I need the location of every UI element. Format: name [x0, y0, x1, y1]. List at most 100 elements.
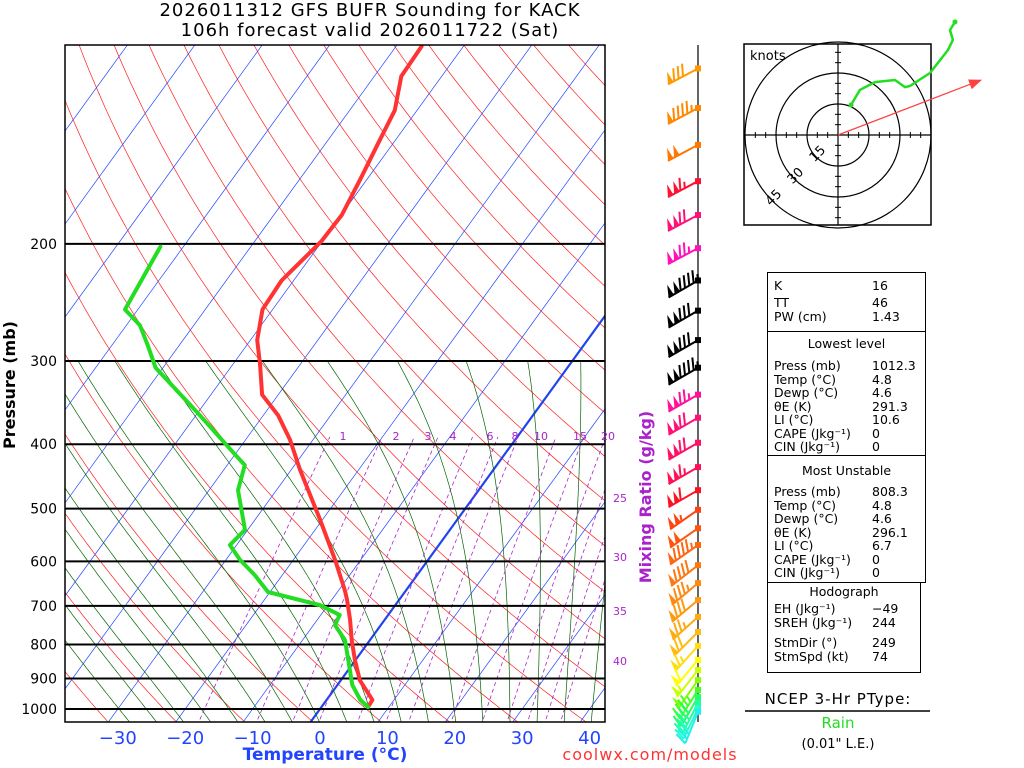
mixing-ratio-label: 6: [487, 430, 494, 443]
ptype-amount: (0.01" L.E.): [801, 737, 875, 752]
wind-barb: [670, 656, 701, 687]
pressure-tick-label: 900: [30, 672, 57, 688]
barb-feather: [686, 359, 691, 373]
barb-staff: [673, 631, 699, 657]
barb-half-feather: [683, 728, 690, 735]
mixing-ratio-line: [506, 437, 605, 722]
dry-adiabat: [65, 99, 587, 722]
barb-feather: [686, 302, 691, 316]
barb-feather: [676, 544, 681, 558]
barb-staff: [667, 144, 699, 162]
wind-barb: [668, 597, 701, 623]
barb-feather: [676, 65, 680, 79]
barb-half-feather: [679, 514, 683, 522]
stat-value: 0: [872, 425, 880, 441]
stat-label: Dewp (°C): [774, 511, 839, 526]
isotherm: [512, 594, 605, 722]
moist-adiabat: [397, 360, 484, 722]
barb-base: [695, 613, 701, 620]
stat-label: CIN (Jkg⁻¹): [774, 439, 840, 454]
k-value: 16: [872, 278, 888, 293]
barb-pennant: [667, 551, 676, 565]
mixing-ratio-line: [544, 534, 605, 722]
mixing-ratio-label: 30: [613, 551, 627, 564]
barb-staff: [668, 466, 699, 485]
barb-feather: [676, 584, 683, 598]
barb-feather: [674, 728, 685, 740]
barb-feather: [674, 668, 682, 682]
barb-feather: [672, 547, 677, 561]
barb-feather: [682, 305, 687, 319]
temperature-line: [255, 45, 424, 709]
barb-base: [695, 464, 701, 471]
barb-feather: [678, 307, 682, 321]
isotherm: [65, 45, 128, 132]
tt-value: 46: [872, 295, 888, 310]
temperature-tick-label: 0: [314, 728, 325, 749]
barb-half-feather: [690, 542, 694, 550]
barb-pennant: [668, 573, 676, 587]
moist-adiabat: [77, 360, 320, 722]
barb-feather: [678, 277, 682, 291]
wind-barb: [675, 708, 701, 745]
ptype-value: Rain: [821, 714, 855, 732]
barb-feather: [676, 105, 680, 119]
temperature-tick-label: −30: [99, 728, 137, 749]
barb-feather: [676, 601, 683, 615]
mixing-ratio-line: [357, 436, 473, 722]
plot-frame: [64, 44, 606, 723]
mixing-ratio-label: 4: [450, 430, 457, 443]
barb-staff: [668, 309, 699, 329]
barb-pennant: [667, 421, 674, 435]
mixing-ratio-label: 25: [613, 492, 627, 505]
mixing-ratio-label: 10: [534, 430, 548, 443]
stat-label: Temp (°C): [774, 497, 837, 513]
temperature-axis-labels: −30 −20 −10 0 10 20 30 40: [99, 728, 601, 749]
barb-half-feather: [686, 584, 690, 592]
barb-pennant: [667, 71, 674, 85]
barb-pennant: [667, 184, 674, 198]
hodograph-ring-label: 45: [763, 187, 785, 209]
stat-value: 6.7: [872, 538, 892, 553]
stat-label: Press (mb): [774, 484, 841, 499]
mixing-ratio-line: [256, 436, 383, 722]
isotherm: [65, 45, 263, 318]
mixing-ratio-label: 35: [613, 605, 627, 618]
stat-value: 4.8: [872, 497, 892, 513]
moist-adiabat: [327, 360, 456, 722]
barb-staff: [668, 339, 699, 358]
barb-feather: [678, 244, 682, 258]
stat-label: LI (°C): [774, 538, 814, 553]
wind-barb: [667, 141, 701, 162]
isotherm: [65, 45, 398, 504]
barb-half-feather: [682, 621, 687, 629]
dewpoint-line: [123, 244, 370, 709]
barb-pennant: [673, 490, 680, 504]
barb-pennant: [668, 592, 677, 606]
stat-label: Press (mb): [774, 358, 841, 373]
mixing-ratio-line: [318, 436, 439, 722]
mixing-ratio-line: [198, 436, 331, 722]
barb-feather: [680, 702, 690, 714]
barb-half-feather: [683, 468, 687, 475]
stat-label: EH (Jkg⁻¹): [774, 601, 836, 616]
isotherm: [65, 45, 533, 690]
barb-feather: [672, 107, 676, 121]
stat-value: 4.6: [872, 511, 892, 526]
mixing-ratio-label: 15: [573, 430, 587, 443]
dry-adiabat: [358, 45, 605, 329]
barb-pennant: [667, 251, 674, 265]
barb-feather: [691, 270, 695, 284]
moist-adiabat: [65, 604, 157, 722]
credit-link[interactable]: coolwx.com/models: [562, 745, 737, 764]
barb-feather: [686, 272, 691, 286]
pressure-tick-label: 800: [30, 638, 57, 654]
moist-adiabat: [65, 639, 130, 722]
wind-barb: [667, 302, 701, 329]
wind-barb: [667, 539, 701, 566]
hodograph-units-label: knots: [750, 49, 786, 64]
barb-feather: [680, 598, 686, 612]
barb-feather: [678, 414, 682, 428]
stat-label: θE (K): [774, 398, 812, 414]
barb-pennant: [667, 148, 674, 161]
